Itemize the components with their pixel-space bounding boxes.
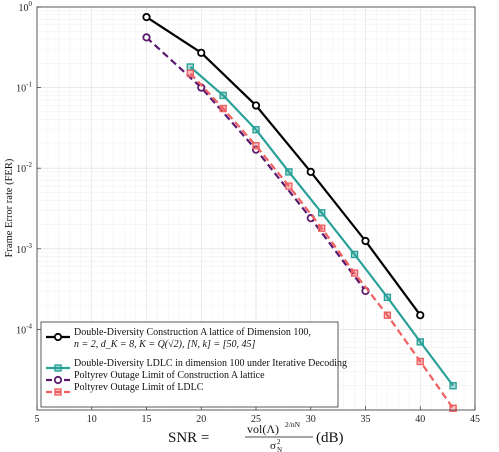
- y-tick-label: 10-2: [16, 161, 32, 175]
- legend: Double-Diversity Construction A lattice …: [40, 321, 347, 408]
- axis-ticks: 5 10 15 20 25 30 35 40 45 100 10-1 10-2 10-3 10-4: [16, 0, 480, 425]
- series-4-line: [189, 72, 455, 409]
- series-2-point: [219, 91, 227, 100]
- x-tick-label: 35: [361, 414, 371, 425]
- series-layer: [142, 12, 457, 412]
- x-tick-label: 40: [415, 414, 425, 425]
- series-2-point: [252, 126, 260, 134]
- x-tick-label: 10: [87, 414, 97, 425]
- series-4: [186, 69, 457, 412]
- x-tick-label: 45: [470, 414, 480, 425]
- legend-swatch-marker: [53, 375, 63, 385]
- series-1-line: [145, 16, 422, 316]
- series-4-point: [416, 357, 424, 366]
- x-axis-title-denominator-sub: N: [277, 446, 282, 452]
- x-axis-title-denominator: σ: [270, 440, 276, 452]
- series-1-point: [251, 101, 261, 110]
- x-tick-label: 5: [35, 414, 40, 425]
- legend-entry-2: Double-Diversity LDLC in dimension 100 u…: [46, 358, 347, 372]
- legend-box: [40, 321, 339, 408]
- legend-entry-4: Poltyrev Outage Limit of LDLC: [46, 382, 204, 396]
- series-4-point: [383, 311, 392, 319]
- series-4-point: [350, 269, 359, 277]
- series-2-point: [350, 250, 359, 259]
- y-tick-label: 10-1: [16, 81, 32, 95]
- y-tick-label: 100: [19, 0, 33, 14]
- series-2: [186, 63, 457, 390]
- series-2-point: [186, 63, 195, 71]
- series-1-point: [142, 12, 151, 22]
- x-axis-title-denominator-sup: 2: [277, 438, 281, 446]
- legend-entry-3: Poltyrev Outage Limit of Construction A …: [46, 370, 265, 385]
- series-4-point: [186, 69, 195, 78]
- x-tick-label: 30: [306, 414, 316, 425]
- legend-label: Poltyrev Outage Limit of LDLC: [74, 382, 204, 393]
- x-axis-title-numerator-exponent: 2/nN: [285, 420, 301, 429]
- series-2-point: [449, 382, 457, 390]
- series-4-point: [449, 404, 457, 412]
- series-1-point: [416, 311, 425, 320]
- legend-swatch-marker: [54, 364, 62, 372]
- legend-entry-1: Double-Diversity Construction A lattice …: [46, 327, 311, 350]
- series-2-point: [383, 293, 392, 302]
- legend-label: Poltyrev Outage Limit of Construction A …: [74, 370, 265, 381]
- series-4-point: [252, 142, 260, 150]
- x-tick-label: 15: [142, 414, 152, 425]
- legend-label: Double-Diversity Construction A lattice …: [74, 327, 311, 338]
- y-tick-label: 10-3: [16, 242, 32, 256]
- series-1-point: [197, 48, 206, 57]
- series-1-point: [361, 236, 370, 246]
- series-4-point: [318, 224, 326, 232]
- series-2-point: [416, 338, 424, 346]
- y-tick-label: 10-4: [16, 322, 32, 336]
- series-1-point: [306, 167, 315, 176]
- x-axis-title: SNR = vol(Λ) 2/nN σ 2 N (dB): [168, 420, 344, 452]
- legend-swatch-marker: [53, 332, 63, 342]
- series-1: [142, 12, 425, 320]
- series-2-line: [189, 66, 454, 387]
- x-axis-title-numerator: vol(Λ): [247, 422, 279, 436]
- series-4-point: [285, 182, 293, 190]
- x-axis-title-suffix: (dB): [316, 430, 344, 446]
- y-axis-title: Frame Error rate (FER): [4, 158, 15, 257]
- series-2-point: [285, 168, 293, 176]
- legend-swatch-marker: [54, 388, 62, 396]
- series-3-point: [142, 33, 151, 42]
- x-tick-label: 20: [196, 414, 206, 425]
- series-2-point: [318, 209, 326, 217]
- legend-label-line2: n = 2, d_K = 8, K = Q(√2), [N, k] = [50,…: [74, 339, 255, 350]
- series-4-point: [219, 104, 227, 113]
- series-3: [142, 33, 370, 296]
- x-axis-title-prefix: SNR =: [168, 430, 209, 446]
- legend-label: Double-Diversity LDLC in dimension 100 u…: [74, 358, 347, 369]
- x-tick-label: 25: [251, 414, 261, 425]
